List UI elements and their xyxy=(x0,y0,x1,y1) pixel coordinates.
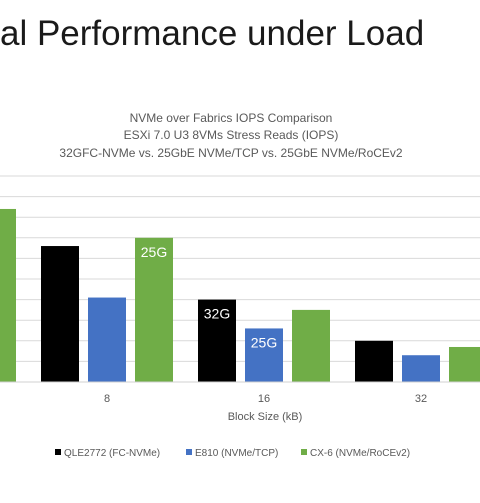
bar-1-3 xyxy=(402,355,440,382)
chart-title-line-1: NVMe over Fabrics IOPS Comparison xyxy=(130,111,333,125)
bar-annotation: 32G xyxy=(204,306,230,322)
bar-0-2 xyxy=(198,299,236,382)
legend: QLE2772 (FC-NVMe) E810 (NVMe/TCP) CX-6 (NV… xyxy=(55,448,410,459)
bar-2-1 xyxy=(135,237,173,382)
chart-title-line-3: 32GFC-NVMe vs. 25GbE NVMe/TCP vs. 25GbE … xyxy=(59,146,403,160)
bars: 25G 32G 25G xyxy=(0,208,480,382)
x-tick-label: 16 xyxy=(258,393,270,405)
bar-annotation: 25G xyxy=(141,244,167,260)
bar-0-3 xyxy=(355,340,393,382)
bar-2-3 xyxy=(449,346,480,382)
x-tick-labels: 8 16 32 xyxy=(104,393,427,405)
x-tick-label: 8 xyxy=(104,393,110,405)
chart-title: NVMe over Fabrics IOPS Comparison ESXi 7… xyxy=(59,111,403,160)
bar-2-2 xyxy=(292,309,330,382)
bar-1-1 xyxy=(88,297,126,382)
legend-swatch xyxy=(186,449,192,455)
legend-label: CX-6 (NVMe/RoCEv2) xyxy=(310,448,410,459)
chart-title-line-2: ESXi 7.0 U3 8VMs Stress Reads (IOPS) xyxy=(124,128,339,142)
bar-annotation: 25G xyxy=(251,334,277,350)
x-axis-label: Block Size (kB) xyxy=(228,411,303,423)
gridlines xyxy=(0,175,480,362)
legend-label: E810 (NVMe/TCP) xyxy=(195,448,278,459)
legend-swatch xyxy=(301,449,307,455)
x-tick-label: 32 xyxy=(415,393,427,405)
bar-2-0 xyxy=(0,208,16,382)
slide-title: al Performance under Load xyxy=(0,14,425,53)
bar-1-2 xyxy=(245,328,283,382)
legend-label: QLE2772 (FC-NVMe) xyxy=(64,448,160,459)
legend-swatch xyxy=(55,449,61,455)
bar-0-1 xyxy=(41,246,79,382)
